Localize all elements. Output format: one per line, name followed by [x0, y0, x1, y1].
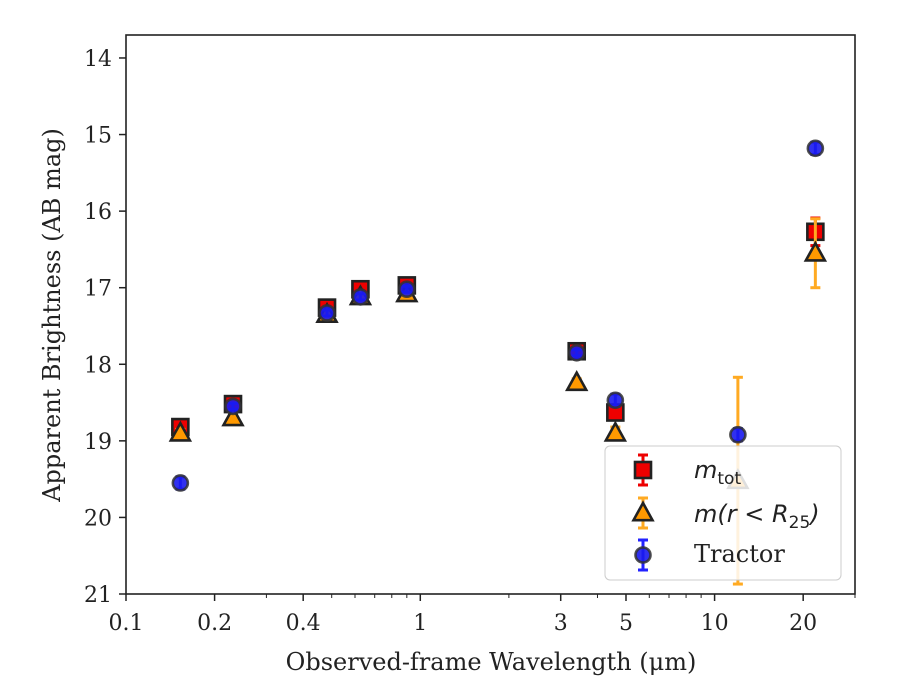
x-axis-title: Observed-frame Wavelength (μm) — [286, 648, 697, 676]
marker-triangle — [603, 420, 628, 442]
y-tick-label: 14 — [84, 47, 112, 72]
y-tick-label: 15 — [84, 124, 112, 149]
plot-frame — [125, 34, 856, 595]
legend-entry-mr25: m(r < R25) — [631, 496, 820, 533]
legend-marker-circle — [634, 546, 652, 564]
legend-marker-tractor — [634, 538, 652, 572]
marker-triangle — [168, 420, 193, 442]
marker-triangle — [803, 240, 828, 262]
axes-border — [125, 34, 856, 595]
x-axis-ticks: 0.1 0.2 0.4 1 3 5 10 20 — [109, 594, 856, 636]
data-point-tractor — [729, 425, 747, 444]
marker-circle — [398, 280, 416, 299]
marker-circle — [567, 343, 586, 362]
marker-circle — [606, 391, 625, 410]
x-tick-label: 20 — [789, 611, 817, 636]
marker-circle — [351, 288, 370, 306]
data-point-tractor — [606, 391, 625, 410]
y-axis-ticks: 14 15 16 17 18 19 20 21 — [84, 47, 126, 608]
x-tick-label: 1 — [413, 611, 427, 636]
x-tick-label: 10 — [701, 611, 729, 636]
legend-marker-mr25 — [631, 496, 655, 530]
legend-box — [604, 445, 842, 581]
marker-triangle — [221, 405, 245, 427]
data-point-tractor — [318, 304, 336, 322]
series-tractor — [171, 139, 825, 492]
legend-marker-mtot — [633, 453, 653, 487]
data-point-tractor — [567, 343, 586, 362]
y-tick-label: 16 — [84, 200, 112, 225]
marker-circle — [806, 139, 825, 158]
marker-circle — [729, 425, 747, 444]
y-tick-label: 17 — [84, 277, 112, 302]
data-point-mr25 — [803, 217, 828, 290]
legend-entry-tractor: Tractor — [634, 538, 785, 572]
data-point-tractor — [171, 474, 190, 492]
x-tick-label: 3 — [554, 611, 568, 636]
x-tick-label: 0.1 — [109, 611, 144, 636]
legend-label-tractor: Tractor — [694, 540, 785, 568]
x-tick-label: 5 — [619, 611, 633, 636]
legend-marker-square — [633, 460, 653, 480]
data-point-tractor — [806, 139, 825, 158]
legend-label-mr25: m(r < R25) — [694, 500, 820, 533]
data-point-tractor — [224, 397, 242, 416]
legend: mtot m(r < R25) Tractor — [604, 445, 842, 581]
marker-triangle — [565, 369, 589, 392]
legend-entry-mtot: mtot — [633, 453, 741, 489]
marker-circle — [171, 474, 190, 492]
x-tick-label: 0.4 — [286, 611, 321, 636]
y-tick-label: 18 — [84, 353, 112, 378]
legend-label-mtot: mtot — [694, 456, 741, 489]
marker-circle — [224, 397, 242, 416]
data-point-tractor — [351, 288, 370, 306]
data-point-mr25 — [168, 420, 193, 442]
data-point-tractor — [398, 280, 416, 299]
y-tick-label: 19 — [84, 430, 112, 455]
x-tick-label: 0.2 — [197, 611, 232, 636]
data-point-mr25 — [603, 420, 628, 442]
legend-marker-triangle — [631, 500, 655, 522]
y-tick-label: 20 — [84, 506, 112, 531]
y-tick-label: 21 — [84, 583, 112, 608]
data-point-mr25 — [565, 369, 589, 392]
y-axis-title: Apparent Brightness (AB mag) — [38, 128, 66, 503]
marker-circle — [318, 304, 336, 322]
